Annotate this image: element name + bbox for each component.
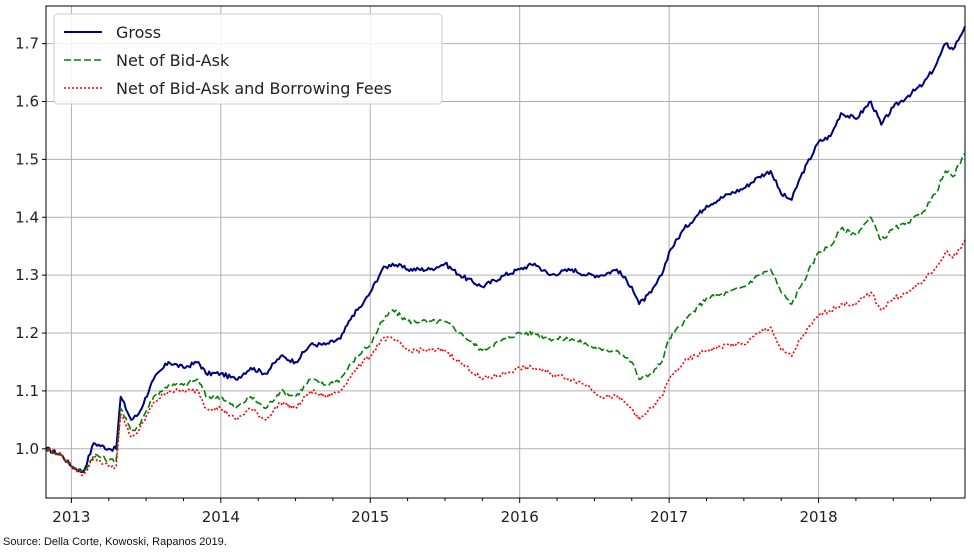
legend-label: Gross (116, 23, 161, 42)
plot-frame (45, 5, 966, 499)
y-tick-label: 1.3 (15, 266, 39, 284)
y-tick-label: 1.5 (15, 150, 39, 168)
series-line-1 (45, 25, 966, 473)
x-tick-label: 2016 (501, 508, 539, 526)
x-tick-label: 2015 (351, 508, 389, 526)
y-tick-label: 1.2 (15, 324, 39, 342)
y-tick-label: 1.1 (15, 382, 39, 400)
legend-label: Net of Bid-Ask (116, 51, 230, 70)
source-note: Source: Della Corte, Kowoski, Rapanos 20… (3, 536, 227, 548)
y-tick-label: 1.6 (15, 93, 39, 111)
y-tick-label: 1.4 (15, 208, 39, 226)
legend-label: Net of Bid-Ask and Borrowing Fees (116, 79, 392, 98)
x-tick-label: 2013 (52, 508, 90, 526)
x-tick-label: 2018 (799, 508, 837, 526)
x-tick-label: 2014 (202, 508, 240, 526)
series-layer (45, 25, 966, 477)
x-tick-label: 2017 (650, 508, 688, 526)
y-tick-label: 1.0 (15, 440, 39, 458)
legend: Gross Net of Bid-Ask Net of Bid-Ask and Bo… (53, 13, 443, 105)
series-line-3 (45, 239, 966, 477)
y-tick-label: 1.7 (15, 35, 39, 53)
axis-ticks: 1.0 1.1 1.2 1.3 1.4 1.5 1.6 1.7 2013 2014 2015 2016… (15, 35, 932, 526)
series-line-2 (45, 152, 966, 473)
legend-box (53, 13, 443, 105)
